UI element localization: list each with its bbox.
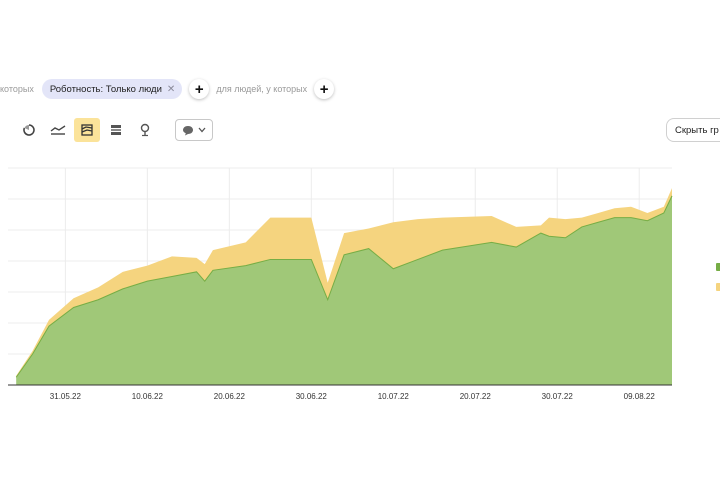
x-tick-label: 10.07.22 — [378, 392, 410, 401]
map-pin-icon — [140, 123, 150, 137]
map-button[interactable] — [132, 118, 158, 142]
series-green-line — [15, 195, 673, 378]
add-people-filter-button[interactable]: + — [314, 79, 335, 99]
comments-dropdown[interactable] — [175, 119, 213, 141]
x-tick-label: 20.06.22 — [214, 392, 246, 401]
hide-chart-button[interactable]: Скрыть гр — [666, 118, 720, 142]
speech-bubble-icon — [183, 125, 193, 135]
people-filter-text: для людей, у которых — [216, 84, 308, 94]
chip-label: Роботность: Только люди — [49, 83, 162, 95]
chevron-down-icon — [198, 127, 206, 133]
x-tick-label: 31.05.22 — [50, 392, 82, 401]
line-chart-icon — [50, 125, 66, 135]
x-tick-label: 20.07.22 — [460, 392, 492, 401]
pie-chart-icon — [23, 124, 35, 136]
x-tick-label: 30.06.22 — [296, 392, 328, 401]
filter-bar: которых Роботность: Только люди ✕ + для … — [0, 78, 341, 100]
x-tick-label: 09.08.22 — [624, 392, 656, 401]
line-chart-button[interactable] — [45, 118, 71, 142]
robotness-filter-chip[interactable]: Роботность: Только люди ✕ — [41, 79, 183, 99]
series-green-area — [16, 195, 673, 385]
stacked-area-chart: 31.05.22 10.06.22 20.06.22 30.06.22 10.07.22… — [8, 167, 673, 401]
filter-prefix-text: которых — [0, 84, 34, 94]
stacked-area-button[interactable] — [74, 118, 100, 142]
stacked-area-icon — [81, 124, 93, 136]
close-icon[interactable]: ✕ — [166, 83, 176, 95]
add-filter-button[interactable]: + — [189, 79, 210, 99]
pie-chart-button[interactable] — [16, 118, 42, 142]
x-tick-label: 30.07.22 — [542, 392, 574, 401]
legend-green-swatch[interactable] — [716, 263, 720, 271]
x-tick-label: 10.06.22 — [132, 392, 164, 401]
legend-yellow-swatch[interactable] — [716, 283, 720, 291]
stacked-bar-button[interactable] — [103, 118, 129, 142]
series-yellow-area — [16, 188, 673, 378]
chart-type-toolbar — [16, 118, 213, 142]
stacked-bar-icon — [111, 125, 121, 135]
